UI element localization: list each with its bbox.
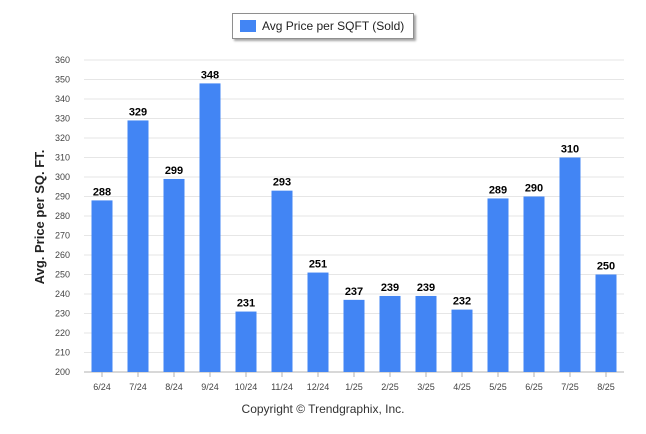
bar[interactable]: [307, 272, 329, 372]
x-tick-label: 8/24: [165, 382, 183, 392]
data-label: 231: [237, 298, 255, 310]
x-tick-label: 8/25: [597, 382, 615, 392]
data-label: 239: [417, 282, 435, 294]
y-tick-label: 360: [55, 55, 70, 65]
x-tick-label: 6/24: [93, 382, 111, 392]
bar[interactable]: [523, 196, 545, 373]
bar[interactable]: [271, 190, 293, 372]
y-tick-label: 220: [55, 328, 70, 338]
x-tick-label: 5/25: [489, 382, 507, 392]
x-tick-label: 7/25: [561, 382, 579, 392]
data-label: 290: [525, 183, 543, 195]
y-tick-label: 200: [55, 367, 70, 377]
x-tick-label: 3/25: [417, 382, 435, 392]
data-label: 251: [309, 259, 327, 271]
y-tick-label: 330: [55, 114, 70, 124]
bar[interactable]: [487, 198, 509, 372]
y-tick-label: 280: [55, 211, 70, 221]
y-tick-label: 300: [55, 172, 70, 182]
x-tick-label: 10/24: [235, 382, 258, 392]
bars: [91, 83, 617, 373]
bar[interactable]: [163, 178, 185, 372]
data-label: 348: [201, 69, 219, 81]
y-tick-label: 320: [55, 133, 70, 143]
data-label: 329: [129, 106, 147, 118]
bar[interactable]: [235, 311, 257, 372]
y-tick-label: 250: [55, 270, 70, 280]
bar[interactable]: [127, 120, 149, 372]
x-tick-label: 2/25: [381, 382, 399, 392]
legend-swatch: [240, 20, 256, 32]
x-tick-label: 11/24: [271, 382, 293, 392]
y-tick-label: 290: [55, 192, 70, 202]
x-tick-label: 12/24: [307, 382, 330, 392]
x-tick-label: 9/24: [201, 382, 219, 392]
bar[interactable]: [415, 295, 437, 372]
bar[interactable]: [199, 83, 221, 373]
legend-label: Avg Price per SQFT (Sold): [262, 19, 405, 33]
y-tick-label: 260: [55, 250, 70, 260]
bar[interactable]: [595, 274, 617, 373]
data-label: 232: [453, 296, 471, 308]
x-tick-label: 1/25: [345, 382, 363, 392]
data-label: 288: [93, 186, 111, 198]
data-label: 237: [345, 286, 363, 298]
x-tick-label: 7/24: [129, 382, 147, 392]
x-tick-label: 4/25: [453, 382, 471, 392]
y-tick-label: 270: [55, 231, 70, 241]
copyright-text: Copyright © Trendgraphix, Inc.: [241, 402, 405, 416]
bar[interactable]: [343, 299, 365, 372]
data-label: 310: [561, 144, 579, 156]
data-label: 293: [273, 177, 291, 189]
x-tick-label: 6/25: [525, 382, 543, 392]
y-tick-label: 230: [55, 309, 70, 319]
data-labels: 288 329 299 348 231 293 251 237 239 239 232 289 290 3…: [93, 69, 615, 309]
y-tick-label: 240: [55, 289, 70, 299]
bar[interactable]: [379, 295, 401, 372]
y-tick-label: 310: [55, 153, 70, 163]
legend[interactable]: Avg Price per SQFT (Sold): [232, 13, 414, 39]
y-tick-label: 210: [55, 348, 70, 358]
data-label: 289: [489, 184, 507, 196]
bar[interactable]: [451, 309, 473, 372]
y-axis-title: Avg. Price per SQ. FT.: [32, 150, 47, 285]
data-label: 299: [165, 165, 183, 177]
data-label: 250: [597, 261, 615, 273]
bar[interactable]: [91, 200, 113, 372]
y-tick-label: 350: [55, 75, 70, 85]
y-tick-label: 340: [55, 94, 70, 104]
data-label: 239: [381, 282, 399, 294]
bar[interactable]: [559, 157, 581, 373]
